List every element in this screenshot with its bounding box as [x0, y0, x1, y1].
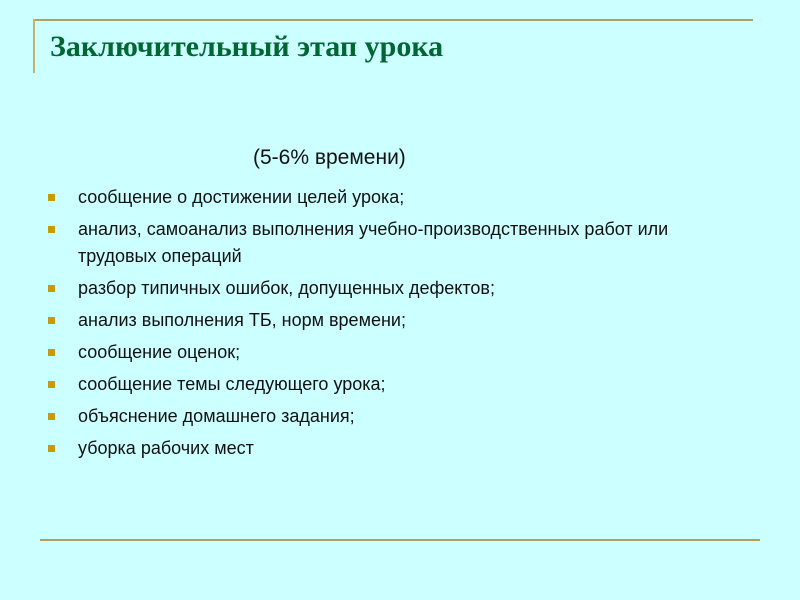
bullet-list: сообщение о достижении целей урока; анал…	[48, 184, 748, 467]
square-bullet-icon	[48, 445, 55, 452]
item-text: анализ выполнения ТБ, норм времени;	[78, 310, 406, 330]
list-item: объяснение домашнего задания;	[48, 403, 748, 430]
list-item: разбор типичных ошибок, допущенных дефек…	[48, 275, 748, 302]
square-bullet-icon	[48, 285, 55, 292]
list-item: сообщение темы следующего урока;	[48, 371, 748, 398]
square-bullet-icon	[48, 194, 55, 201]
square-bullet-icon	[48, 226, 55, 233]
list-item: сообщение о достижении целей урока;	[48, 184, 748, 211]
slide-subtitle: (5-6% времени)	[253, 146, 406, 169]
square-bullet-icon	[48, 317, 55, 324]
item-text: разбор типичных ошибок, допущенных дефек…	[78, 278, 495, 298]
left-rule	[33, 19, 35, 73]
item-text: анализ, самоанализ выполнения учебно-про…	[78, 219, 669, 266]
top-rule	[33, 19, 753, 21]
bottom-rule	[40, 539, 760, 541]
square-bullet-icon	[48, 349, 55, 356]
square-bullet-icon	[48, 413, 55, 420]
list-item: анализ, самоанализ выполнения учебно-про…	[48, 216, 748, 270]
square-bullet-icon	[48, 381, 55, 388]
item-text: уборка рабочих мест	[78, 438, 254, 458]
list-item: уборка рабочих мест	[48, 435, 748, 462]
item-text: объяснение домашнего задания;	[78, 406, 355, 426]
item-text: сообщение о достижении целей урока;	[78, 187, 405, 207]
list-item: сообщение оценок;	[48, 339, 748, 366]
item-text: сообщение темы следующего урока;	[78, 374, 386, 394]
item-text: сообщение оценок;	[78, 342, 241, 362]
slide-title: Заключительный этап урока	[50, 30, 444, 63]
list-item: анализ выполнения ТБ, норм времени;	[48, 307, 748, 334]
